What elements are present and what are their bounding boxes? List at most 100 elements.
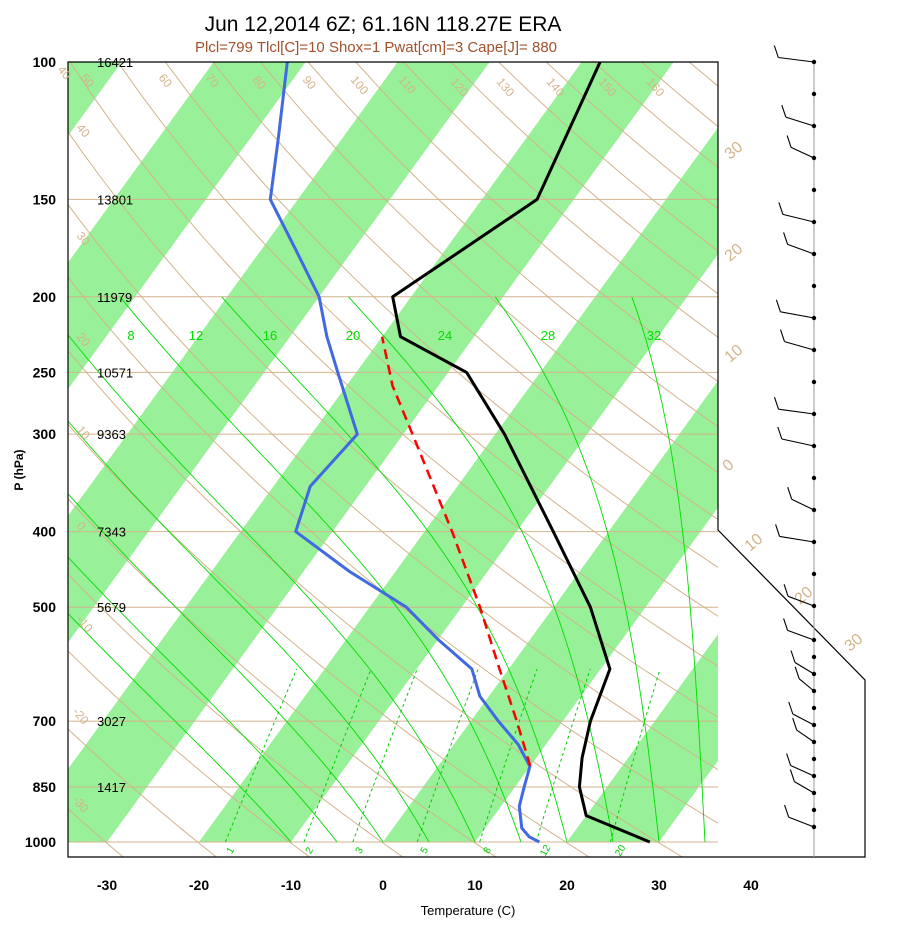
wind-barb — [777, 426, 817, 449]
dry-adiabat-line — [164, 62, 718, 568]
mixing-ratio-line — [352, 668, 418, 843]
temperature-band — [68, 62, 122, 136]
wind-barb-feather — [784, 804, 790, 818]
dry-adiabat-label: 90 — [300, 73, 320, 92]
mixing-ratio-label: 5 — [419, 845, 432, 856]
dry-adiabat-line — [68, 349, 684, 857]
temperature-tick-labels: -30 -20 -10 0 10 20 30 40 — [97, 877, 759, 893]
pressure-tick-label: 850 — [33, 779, 57, 795]
pressure-tick-label: 500 — [33, 599, 57, 615]
moist-adiabat-line — [221, 296, 568, 843]
pressure-tick-label: 150 — [33, 191, 57, 207]
wind-barb-feather — [786, 753, 792, 766]
wind-barb — [811, 91, 817, 97]
mixing-ratio-lines — [224, 668, 661, 843]
temperature-tick-label: 0 — [379, 877, 387, 893]
temperature-tick-label: -20 — [189, 877, 209, 893]
moist-adiabat-line — [68, 556, 338, 843]
wind-barb-feather — [788, 701, 794, 715]
wind-barb-shaft — [779, 535, 815, 543]
dry-adiabat-label: 30 — [722, 139, 747, 164]
temperature-band — [68, 62, 306, 390]
wind-barb — [789, 769, 817, 796]
wind-barb-dot — [811, 705, 817, 711]
wind-barb-feather — [783, 584, 789, 597]
wind-barb — [775, 524, 817, 545]
wind-barb-shaft — [796, 729, 815, 743]
dry-adiabat-line — [68, 498, 497, 857]
sounding-series — [268, 62, 651, 844]
wind-barb-dot — [811, 91, 817, 97]
temperature-tick-label: -30 — [97, 877, 117, 893]
mixing-ratio-label: 2 — [304, 845, 317, 856]
wind-barb-feather — [781, 104, 787, 118]
mixing-ratio-label: 3 — [354, 845, 367, 856]
mixing-ratio-label: 20 — [613, 843, 628, 859]
mixing-ratio-label: 1 — [225, 845, 238, 856]
temperature-bands — [68, 62, 718, 842]
wind-barb — [790, 650, 817, 677]
height-label: 5679 — [97, 600, 126, 615]
wind-barb — [783, 618, 817, 643]
dry-adiabat-label: 0 — [720, 456, 738, 475]
wind-barb-dot — [811, 807, 817, 813]
wind-barb-dot — [811, 187, 817, 193]
wind-barb — [811, 571, 817, 577]
dry-adiabat-label: -20 — [70, 705, 92, 728]
wind-barb — [811, 283, 817, 289]
mixing-ratio-line — [609, 668, 661, 843]
dry-adiabat-line — [260, 62, 718, 474]
wind-barb-shaft — [794, 781, 815, 794]
pressure-tick-label: 300 — [33, 426, 57, 442]
wind-barb — [778, 202, 817, 225]
wind-barb — [811, 187, 817, 193]
moist-adiabat-line — [631, 296, 706, 843]
moist-adiabat-line — [68, 334, 476, 843]
moist-adiabat-label: 12 — [189, 328, 203, 343]
wind-barb-dot — [811, 379, 817, 385]
wind-barb-feather — [792, 717, 798, 731]
wind-barb-feather — [773, 45, 779, 58]
dry-adiabat-label: 20 — [722, 241, 747, 266]
height-labels: 16421 13801 11979 10571 9363 7343 5679 3027 1417 — [97, 55, 133, 795]
moist-adiabat-label: 16 — [263, 328, 277, 343]
pressure-tick-label: 700 — [33, 713, 57, 729]
moist-adiabat-labels: 8 12 16 20 24 28 32 — [127, 328, 661, 343]
moist-adiabat-line — [68, 493, 384, 843]
wind-barb — [773, 397, 817, 417]
wind-barb-shaft — [780, 311, 815, 319]
temperature-tick-label: 10 — [467, 877, 483, 893]
wind-barb-shaft — [794, 662, 815, 675]
dry-adiabat-line — [117, 62, 718, 617]
pressure-tick-label: 250 — [33, 364, 57, 380]
dry-adiabat-line — [307, 62, 718, 428]
dry-adiabat-label: 30 — [842, 631, 867, 656]
moist-adiabat-label: 20 — [346, 328, 360, 343]
wind-barb-feather — [783, 232, 789, 245]
wind-barb — [811, 807, 817, 813]
dry-adiabat-line — [212, 62, 718, 521]
moist-adiabats — [68, 296, 706, 843]
wind-barb-shaft — [798, 678, 815, 692]
dry-adiabat-line — [68, 130, 718, 718]
dry-adiabat-line — [593, 62, 718, 168]
dewpoint-line — [268, 62, 541, 844]
wind-barb-shaft — [787, 595, 815, 607]
height-label: 9363 — [97, 427, 126, 442]
moist-adiabat-label: 8 — [127, 328, 134, 343]
wind-barb-feather — [787, 487, 793, 500]
dry-adiabat-line — [68, 203, 718, 771]
wind-barb-feather — [775, 524, 781, 537]
temperature-tick-label: 40 — [743, 877, 759, 893]
wind-barb — [794, 666, 817, 694]
moist-adiabat-line — [494, 296, 660, 843]
dry-adiabat-label: 10 — [722, 342, 747, 367]
wind-barb — [773, 45, 817, 65]
wind-barb-shaft — [787, 243, 815, 255]
wind-barb — [781, 104, 817, 129]
wind-barb-feather — [773, 397, 780, 410]
y-axis-label: P (hPa) — [12, 449, 26, 490]
wind-barb-shaft — [785, 116, 815, 127]
moist-adiabat-line — [68, 420, 430, 843]
